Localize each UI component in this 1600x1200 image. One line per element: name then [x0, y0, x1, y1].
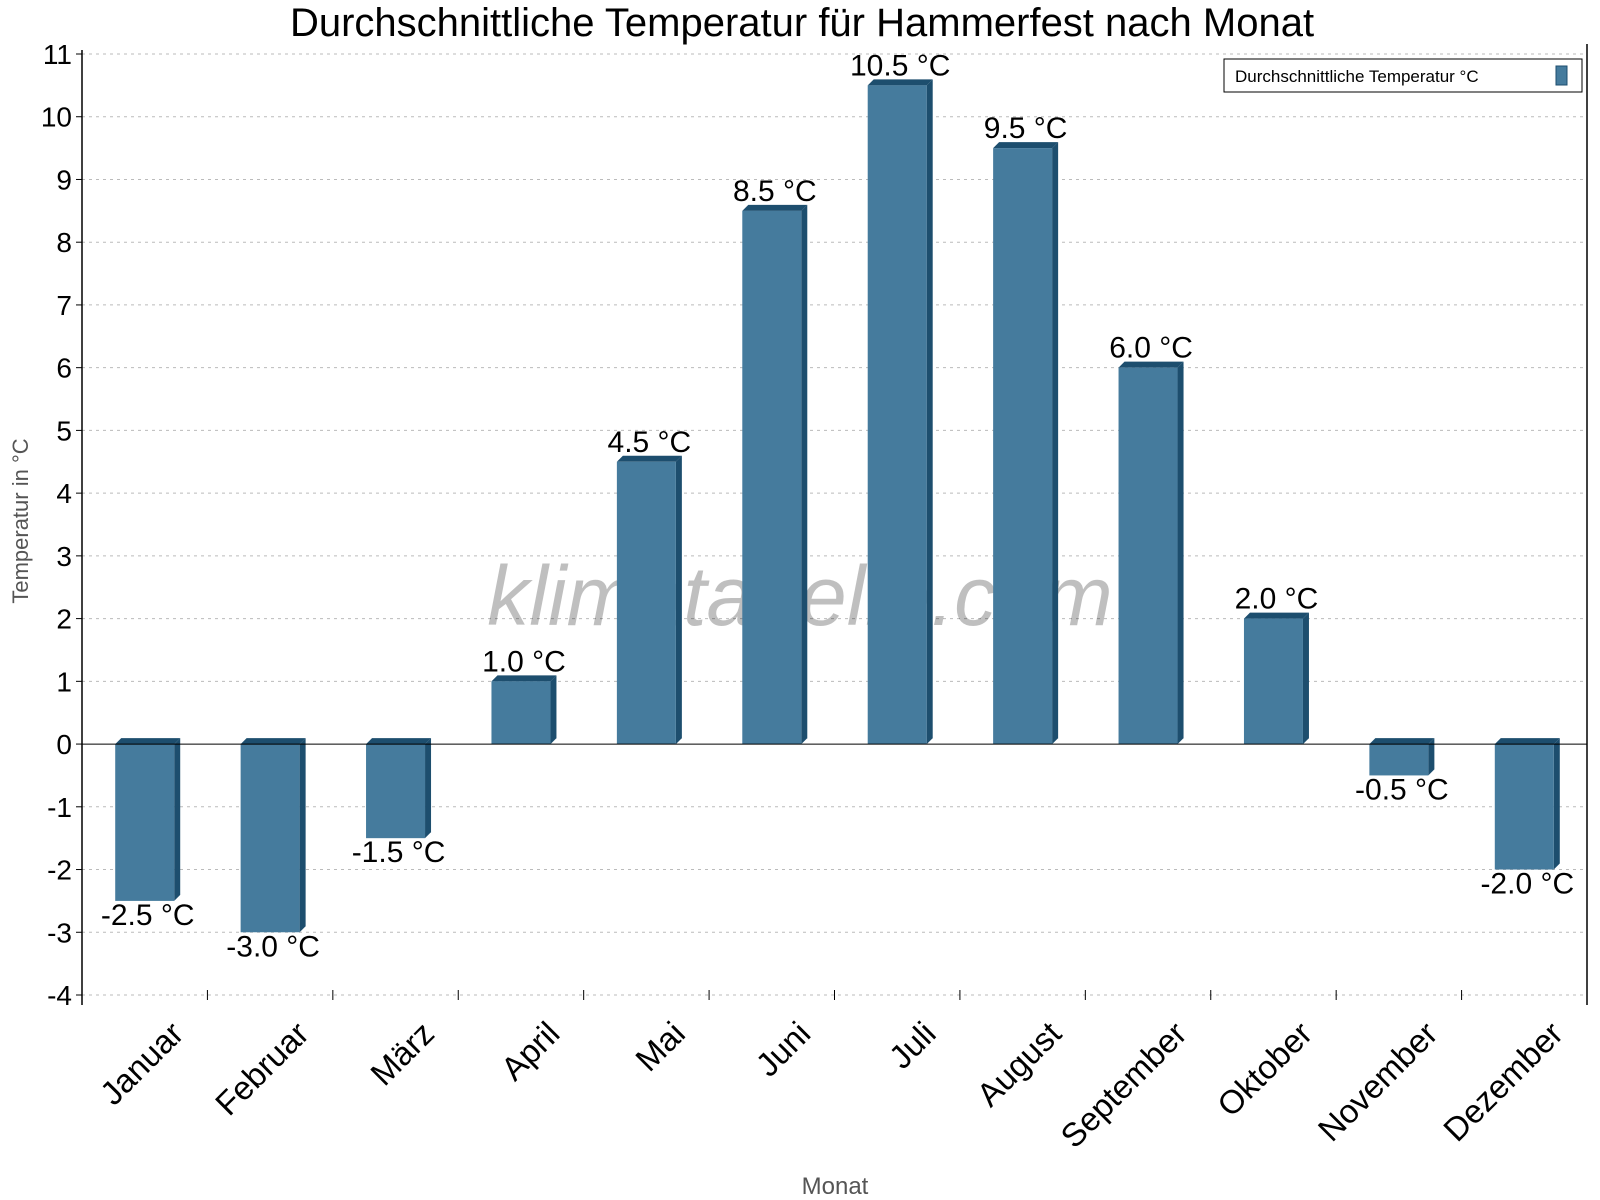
x-tick-label: Oktober: [1210, 1014, 1319, 1123]
bar-top: [366, 738, 432, 745]
bar: [240, 744, 300, 933]
bar-november: -0.5 °C: [1355, 738, 1449, 806]
bar-top: [616, 455, 682, 462]
bar-top: [993, 142, 1059, 149]
legend: Durchschnittliche Temperatur °C: [1223, 58, 1583, 93]
y-tick-label: -1: [47, 792, 72, 823]
bar-side: [1177, 361, 1184, 745]
data-label: 6.0 °C: [1109, 332, 1193, 365]
y-tick-label: 5: [56, 415, 72, 446]
bar-top: [115, 738, 181, 745]
bar-top: [1494, 738, 1560, 745]
data-label: -2.0 °C: [1480, 868, 1574, 901]
bar: [491, 681, 551, 745]
y-tick-label: 11: [43, 39, 72, 70]
y-tick-label: 2: [56, 604, 72, 635]
bar-top: [491, 675, 557, 682]
legend-box: [1223, 58, 1583, 93]
y-tick-label: -3: [47, 917, 72, 948]
bar: [1243, 618, 1303, 745]
y-axis-label: Temperatur in °C: [8, 438, 33, 603]
x-axis-label: Monat: [802, 1173, 869, 1200]
bar-märz: -1.5 °C: [352, 738, 446, 869]
data-label: -1.5 °C: [352, 836, 446, 869]
bar-top: [742, 204, 808, 211]
data-label: -0.5 °C: [1355, 773, 1449, 806]
bar-side: [1302, 612, 1309, 745]
chart-title: Durchschnittliche Temperatur für Hammerf…: [290, 1, 1314, 45]
y-tick-label: 3: [56, 541, 72, 572]
data-label: 8.5 °C: [733, 175, 817, 208]
bar: [1369, 744, 1429, 776]
x-tick-label: Juli: [882, 1014, 943, 1075]
y-tick-label: 8: [56, 227, 72, 258]
bar: [993, 148, 1053, 745]
y-tick-label: 9: [56, 164, 72, 195]
bar-side: [174, 738, 181, 901]
data-label: -2.5 °C: [101, 899, 195, 932]
bar-april: 1.0 °C: [482, 645, 566, 745]
bar-februar: -3.0 °C: [226, 738, 320, 963]
bar-side: [1553, 738, 1560, 870]
bar: [742, 210, 802, 745]
bar: [1494, 744, 1554, 870]
y-tick-label: 10: [41, 102, 72, 133]
x-tick-label: April: [494, 1014, 567, 1087]
bar-august: 9.5 °C: [984, 112, 1068, 745]
x-tick-label: September: [1053, 1014, 1193, 1154]
data-label: 10.5 °C: [850, 49, 950, 82]
bar-side: [926, 79, 933, 745]
x-tick-label: Januar: [93, 1014, 191, 1112]
x-tick-label: Juni: [748, 1014, 817, 1083]
bar-top: [1118, 361, 1184, 368]
x-tick-label: März: [363, 1014, 441, 1092]
bar-top: [240, 738, 306, 745]
bar: [867, 85, 927, 745]
bar-side: [1428, 738, 1435, 776]
bar-top: [867, 79, 933, 86]
y-tick-label: 1: [56, 666, 72, 697]
bar-side: [550, 675, 557, 745]
bar-top: [1369, 738, 1435, 745]
bar-top: [1243, 612, 1309, 619]
bar-januar: -2.5 °C: [101, 738, 195, 932]
bar-side: [1052, 142, 1059, 745]
x-tick-label: November: [1311, 1014, 1445, 1148]
bar-oktober: 2.0 °C: [1235, 583, 1319, 745]
legend-label: Durchschnittliche Temperatur °C: [1235, 67, 1479, 86]
bar-side: [299, 738, 306, 933]
y-tick-label: -4: [47, 980, 72, 1011]
y-tick-label: 7: [56, 290, 72, 321]
bar: [1118, 367, 1178, 745]
x-tick-label: Dezember: [1436, 1014, 1570, 1148]
data-label: -3.0 °C: [226, 930, 320, 963]
bar-september: 6.0 °C: [1109, 332, 1193, 745]
data-label: 2.0 °C: [1235, 583, 1319, 616]
y-tick-label: -2: [47, 855, 72, 886]
data-label: 9.5 °C: [984, 112, 1068, 145]
data-label: 4.5 °C: [608, 426, 692, 459]
y-tick-label: 6: [56, 353, 72, 384]
bar-juni: 8.5 °C: [733, 175, 817, 745]
bar-side: [425, 738, 432, 839]
legend-swatch: [1555, 65, 1568, 86]
x-tick-label: Februar: [208, 1014, 316, 1122]
bar-side: [801, 204, 808, 745]
bar: [366, 744, 426, 839]
bar-juli: 10.5 °C: [850, 49, 950, 745]
bar: [616, 461, 676, 745]
bar-dezember: -2.0 °C: [1480, 738, 1574, 901]
data-label: 1.0 °C: [482, 645, 566, 678]
bar-side: [675, 455, 682, 745]
bar: [115, 744, 175, 901]
x-tick-label: August: [969, 1014, 1068, 1113]
bar-mai: 4.5 °C: [608, 426, 692, 745]
y-tick-label: 4: [56, 478, 72, 509]
y-tick-label: 0: [56, 729, 72, 760]
x-tick-label: Mai: [628, 1014, 692, 1078]
